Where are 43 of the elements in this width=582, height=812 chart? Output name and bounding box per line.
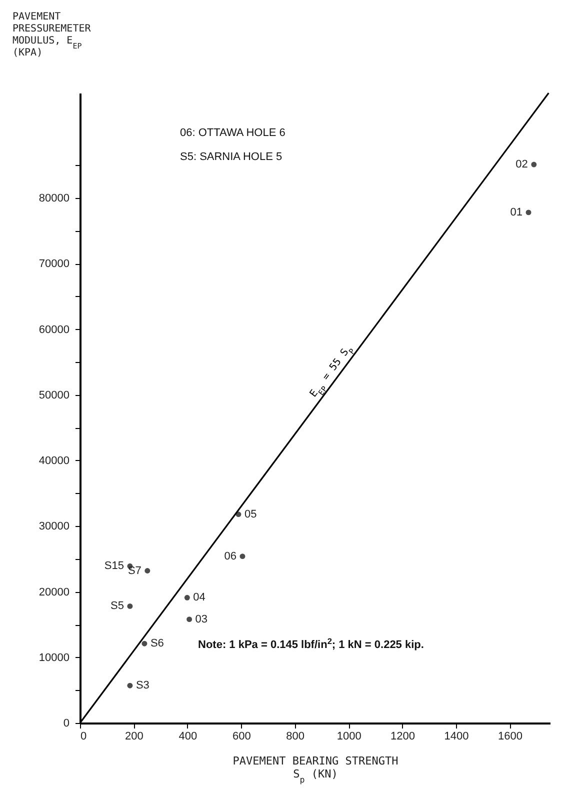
- annotation: S7: [128, 564, 142, 577]
- annotation: S3: [136, 680, 150, 692]
- y-tick-label: 60000: [38, 324, 70, 336]
- x-tick-label: 200: [125, 730, 144, 742]
- annotation: 06: [224, 550, 236, 562]
- x-tick-label: 1000: [336, 730, 362, 742]
- x-tick-label: 1600: [498, 730, 522, 742]
- point: [531, 162, 537, 168]
- annotation: 05: [244, 508, 257, 520]
- annotation: 04: [193, 592, 206, 604]
- point: [127, 603, 133, 609]
- x-tick-label: 800: [286, 730, 305, 742]
- annotation: S6: [150, 638, 164, 650]
- y-tick-label: 70000: [38, 258, 70, 270]
- annotation: S5: [110, 600, 124, 612]
- x-tick-label: 400: [178, 730, 198, 742]
- annotation: 06: OTTAWA HOLE 6: [180, 127, 286, 139]
- y-tick-label: 50000: [38, 389, 70, 402]
- point: [144, 568, 150, 574]
- point: [127, 682, 133, 688]
- y-tick-label: 0: [63, 718, 70, 730]
- annotation: 01: [510, 206, 523, 218]
- x-tick-label: 0: [80, 730, 87, 742]
- y-tick-label: 80000: [38, 192, 70, 204]
- point: [186, 616, 192, 622]
- y-tick-label: 40000: [38, 455, 70, 467]
- annotation: S5: SARNIA HOLE 5: [180, 151, 282, 163]
- point: [526, 210, 532, 216]
- point: [184, 594, 190, 600]
- x-tick-label: 1400: [444, 730, 469, 742]
- annotation: Note: 1 kPa = 0.145 lbf/in$^{2}$; 1 kN = 0.225 kip.: [198, 636, 424, 651]
- y-tick-label: 30000: [38, 520, 70, 533]
- point: [142, 640, 148, 646]
- annotation: 02: [516, 158, 528, 171]
- x-tick-label: 600: [232, 730, 251, 742]
- text: PAVEMENT PRESSUREMETER MODULUS, E$_{EP}$ (KPA): [12, 12, 91, 58]
- point: [240, 554, 246, 560]
- x-axis-title: PAVEMENT BEARING STRENGTH S$_{p}$ (KN): [232, 754, 398, 784]
- annotation: 03: [195, 613, 208, 626]
- annotation: S15: [104, 560, 124, 572]
- y-tick-label: 20000: [38, 586, 70, 598]
- y-tick-label: 10000: [38, 652, 70, 664]
- x-tick-label: 1200: [390, 730, 416, 742]
